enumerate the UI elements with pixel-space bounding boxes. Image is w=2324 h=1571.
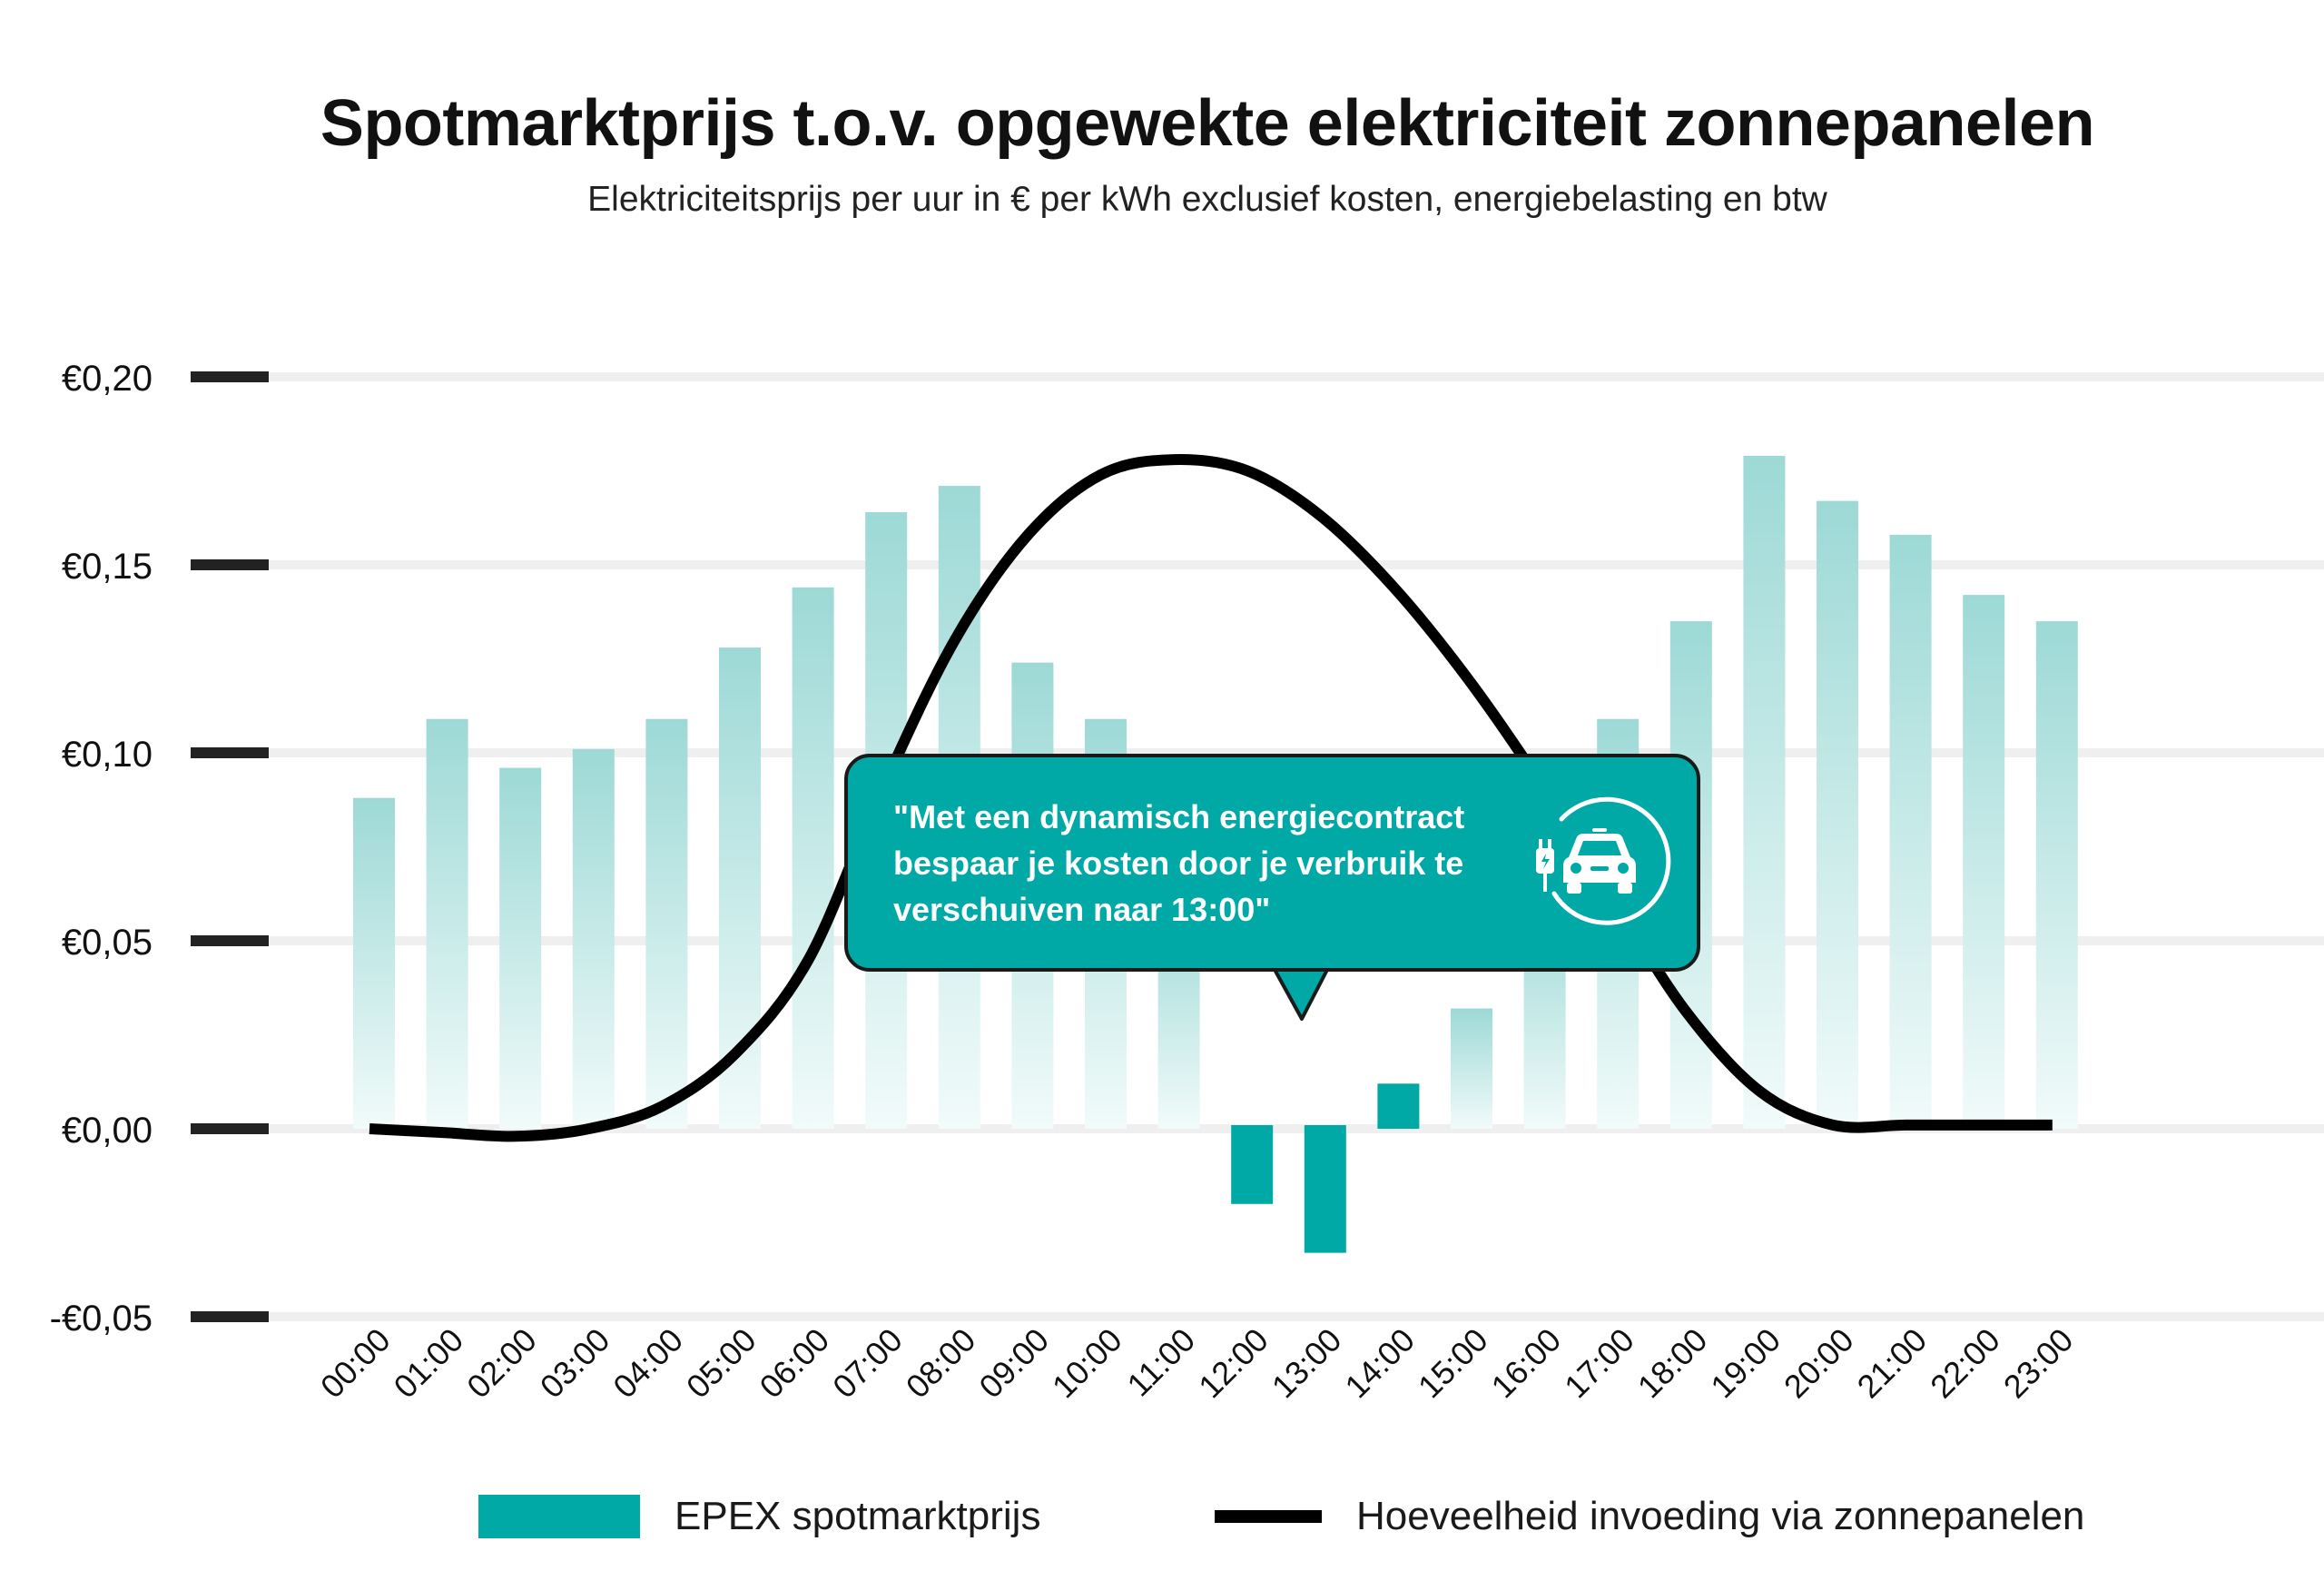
y-tick-mark	[191, 747, 269, 758]
x-tick-label: 18:00	[1630, 1321, 1715, 1406]
x-tick-label: 07:00	[825, 1321, 910, 1406]
bar-15:00	[1451, 1008, 1492, 1129]
y-tick-label: €0,20	[62, 359, 153, 399]
bar-00:00	[353, 797, 395, 1129]
gridline	[263, 1124, 2324, 1133]
x-tick-label: 04:00	[606, 1321, 690, 1406]
ev-charging-car-icon	[1536, 796, 1671, 925]
callout-tail	[1271, 966, 1331, 1021]
x-tick-label: 12:00	[1191, 1321, 1275, 1406]
y-tick-mark	[191, 935, 269, 946]
legend-line-label: Hoeveelheid invoeding via zonnepanelen	[1356, 1494, 2085, 1538]
bar-03:00	[572, 748, 615, 1129]
x-tick-label: 03:00	[533, 1321, 617, 1406]
x-tick-label: 00:00	[313, 1321, 398, 1406]
legend-bar-label: EPEX spotmarktprijs	[675, 1494, 1041, 1538]
x-tick-labels: 00:0001:0002:0003:0004:0005:0006:0007:00…	[313, 1321, 2080, 1406]
x-tick-label: 14:00	[1337, 1321, 1422, 1406]
x-tick-label: 01:00	[387, 1321, 471, 1406]
y-tick-label: €0,10	[62, 735, 153, 775]
x-tick-label: 13:00	[1265, 1321, 1349, 1406]
y-tick-label: €0,15	[62, 547, 153, 587]
y-tick-mark	[191, 559, 269, 570]
x-tick-label: 10:00	[1045, 1321, 1129, 1406]
y-tick-label: €0,00	[62, 1111, 153, 1151]
y-tick-labels: €0,20 €0,15 €0,10 €0,05 €0,00 -€0,05	[50, 359, 153, 1339]
gridline	[263, 1312, 2324, 1321]
callout-line-1: "Met een dynamisch energiecontract	[893, 798, 1465, 835]
x-tick-label: 23:00	[1996, 1321, 2081, 1406]
gridline	[263, 560, 2324, 569]
callout-text: "Met een dynamisch energiecontract bespa…	[893, 794, 1483, 933]
line-layer	[369, 453, 2053, 1142]
x-tick-label: 09:00	[971, 1321, 1056, 1406]
y-tick-mark	[191, 371, 269, 382]
bar-20:00	[1817, 500, 1858, 1129]
bar-02:00	[499, 767, 542, 1129]
bar-23:00	[2035, 621, 2078, 1129]
x-tick-label: 21:00	[1850, 1321, 1935, 1406]
legend-line-item: Hoeveelheid invoeding via zonnepanelen	[1215, 1489, 2084, 1544]
y-tick-label: -€0,05	[50, 1299, 153, 1339]
x-tick-label: 05:00	[679, 1321, 763, 1406]
x-tick-label: 19:00	[1703, 1321, 1787, 1406]
legend-bar-item: EPEX spotmarktprijs	[478, 1489, 1040, 1544]
bar-01:00	[426, 718, 468, 1129]
bar-13:00	[1304, 1125, 1346, 1253]
bar-layer	[353, 455, 2078, 1253]
y-tick-mark	[191, 1123, 269, 1134]
gridline	[263, 372, 2324, 381]
callout-line-3: verschuiven naar 13:00"	[893, 891, 1271, 928]
x-tick-label: 17:00	[1557, 1321, 1641, 1406]
y-tick-label: €0,05	[62, 923, 153, 963]
savings-callout: "Met een dynamisch energiecontract bespa…	[844, 754, 1700, 972]
bar-06:00	[792, 587, 834, 1129]
chart-title: Spotmarktprijs t.o.v. opgewekte elektric…	[320, 87, 2095, 160]
bar-04:00	[645, 718, 688, 1129]
x-tick-label: 16:00	[1484, 1321, 1569, 1406]
x-tick-label: 06:00	[753, 1321, 837, 1406]
x-tick-label: 02:00	[459, 1321, 544, 1406]
legend-bar-swatch	[478, 1495, 640, 1538]
legend-line-swatch	[1215, 1510, 1322, 1523]
bar-12:00	[1231, 1125, 1274, 1204]
bar-22:00	[1963, 595, 2005, 1129]
x-tick-label: 20:00	[1777, 1321, 1861, 1406]
callout-line-2: bespaar je kosten door je verbruik te	[893, 845, 1464, 882]
bar-14:00	[1377, 1083, 1420, 1129]
x-tick-label: 15:00	[1411, 1321, 1495, 1406]
bar-21:00	[1889, 534, 1932, 1129]
solar-feed-in-line	[369, 453, 2053, 1142]
x-tick-label: 08:00	[899, 1321, 983, 1406]
bar-19:00	[1743, 455, 1786, 1129]
x-tick-label: 11:00	[1119, 1321, 1202, 1404]
y-tick-mark	[191, 1311, 269, 1322]
chart-subtitle: Elektriciteitsprijs per uur in € per kWh…	[587, 180, 1827, 219]
gridline	[263, 748, 2324, 757]
x-tick-label: 22:00	[1923, 1321, 2007, 1406]
